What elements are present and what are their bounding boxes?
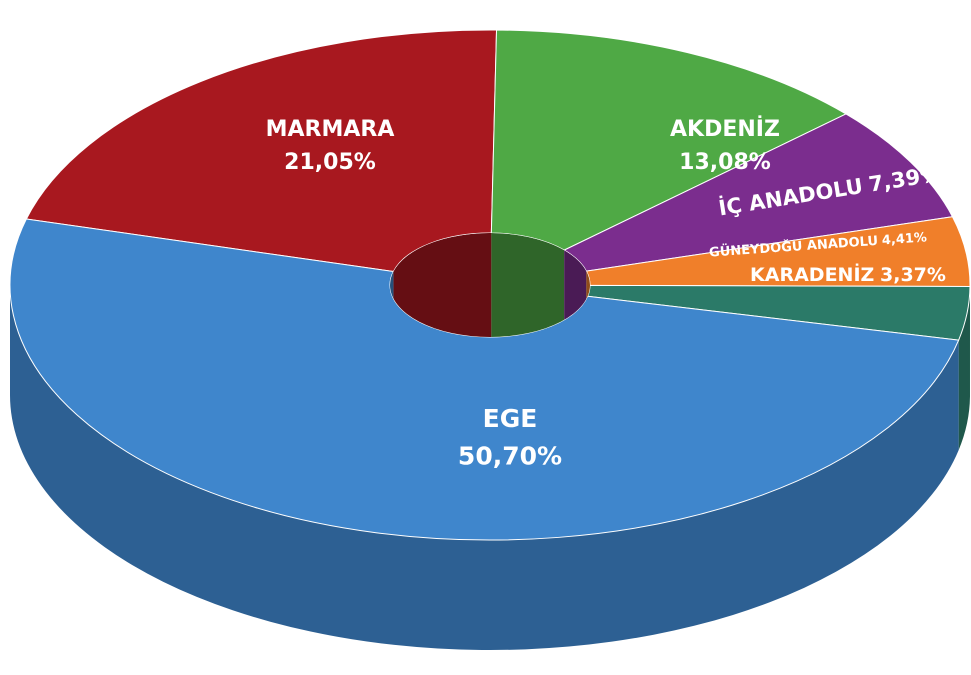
value-label: 50,70% — [458, 442, 562, 471]
slice-side — [9, 285, 959, 651]
slice-label: AKDENİZ 13,08% — [670, 116, 780, 175]
value-label: 13,08% — [679, 150, 771, 175]
category-label: MARMARA — [266, 117, 395, 142]
side-walls — [9, 285, 970, 651]
slice-label: KARADENİZ 3,37% — [750, 262, 946, 286]
slice-inner — [393, 233, 492, 337]
slice-label: MARMARA 21,05% — [266, 117, 395, 175]
category-label: AKDENİZ — [670, 116, 780, 142]
category-label: KARADENİZ — [750, 262, 874, 286]
slice-side — [958, 286, 970, 451]
value-label: 4,41% — [881, 230, 927, 248]
value-label: 3,37% — [880, 264, 946, 286]
value-label: 21,05% — [284, 150, 376, 175]
slice-label: EGE 50,70% — [458, 404, 562, 471]
category-label: EGE — [483, 404, 538, 433]
top-faces — [9, 29, 971, 541]
